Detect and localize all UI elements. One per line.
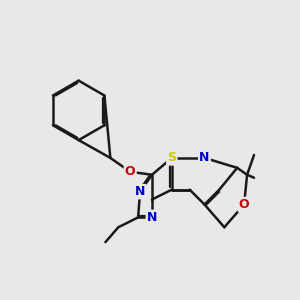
Text: O: O bbox=[125, 165, 136, 178]
Text: S: S bbox=[167, 152, 176, 164]
Text: O: O bbox=[239, 198, 249, 211]
Text: N: N bbox=[135, 185, 145, 198]
Text: N: N bbox=[199, 152, 210, 164]
Text: N: N bbox=[147, 211, 157, 224]
